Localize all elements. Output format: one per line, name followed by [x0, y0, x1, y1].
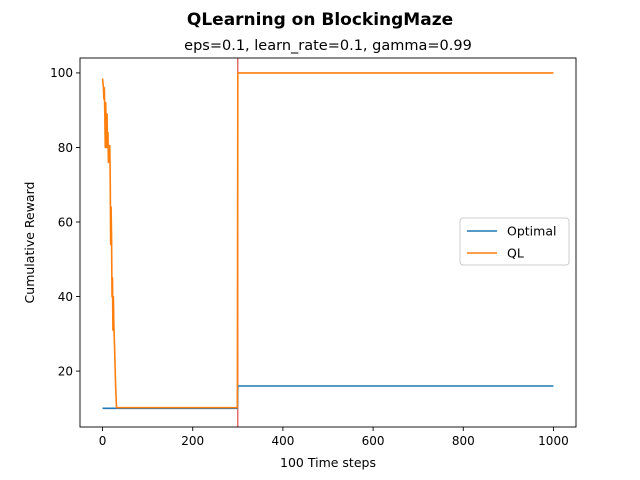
y-axis: 20 40 60 80 100: [50, 66, 80, 378]
x-tick-label: 200: [181, 434, 204, 448]
plot-area: [79, 57, 577, 428]
x-tick-label: 600: [362, 434, 385, 448]
y-tick-label: 80: [58, 141, 73, 155]
chart-subtitle: eps=0.1, learn_rate=0.1, gamma=0.99: [184, 38, 472, 54]
legend: Optimal QL: [459, 217, 570, 266]
chart-title: QLearning on BlockingMaze: [187, 10, 453, 30]
y-tick-label: 100: [50, 66, 73, 80]
y-axis-label: Cumulative Reward: [22, 182, 37, 304]
y-tick-label: 40: [58, 290, 73, 304]
series-line-ql: [101, 72, 554, 409]
legend-label-optimal: Optimal: [507, 224, 556, 239]
legend-label-ql: QL: [507, 246, 524, 261]
y-tick-label: 20: [58, 364, 73, 378]
y-tick-label: 60: [58, 215, 73, 229]
series-line-optimal: [102, 385, 554, 410]
x-axis-label: 100 Time steps: [280, 455, 376, 470]
plot-frame: [79, 57, 577, 428]
x-tick-label: 800: [452, 434, 475, 448]
x-axis: 0 200 400 600 800 1000: [99, 427, 569, 448]
x-tick-label: 1000: [538, 434, 569, 448]
x-tick-label: 400: [271, 434, 294, 448]
x-tick-label: 0: [99, 434, 107, 448]
